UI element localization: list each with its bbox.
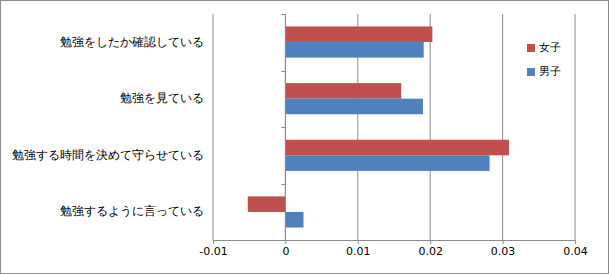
x-tick-label: 0.01 bbox=[346, 245, 371, 258]
category-tick bbox=[281, 71, 285, 72]
category-label: 勉強するように言っている bbox=[60, 204, 204, 218]
grid-line bbox=[213, 14, 214, 240]
x-tick: 0.02 bbox=[418, 240, 443, 258]
category-tick bbox=[281, 184, 285, 185]
category-label: 勉強をしたか確認している bbox=[60, 35, 204, 49]
x-tick: 0 bbox=[282, 240, 289, 258]
grid bbox=[213, 14, 575, 240]
x-tick-mark bbox=[285, 240, 286, 244]
x-tick-mark bbox=[430, 240, 431, 244]
category-label: 勉強する時間を決めて守らせている bbox=[12, 148, 204, 162]
x-tick-label: 0.04 bbox=[563, 245, 588, 258]
bar bbox=[285, 26, 432, 42]
x-tick-mark bbox=[358, 240, 359, 244]
x-tick: -0.01 bbox=[199, 240, 227, 258]
legend-label: 女子 bbox=[539, 41, 561, 54]
bar bbox=[285, 83, 401, 99]
x-tick: 0.01 bbox=[346, 240, 371, 258]
grid-line bbox=[430, 14, 431, 240]
category-tick bbox=[281, 127, 285, 128]
grid-line bbox=[502, 14, 503, 240]
bar bbox=[285, 155, 489, 171]
bar bbox=[248, 196, 286, 212]
chart: 勉強をしたか確認している勉強を見ている勉強する時間を決めて守らせている勉強するよ… bbox=[0, 0, 609, 274]
category-labels: 勉強をしたか確認している勉強を見ている勉強する時間を決めて守らせている勉強するよ… bbox=[12, 35, 204, 219]
bar bbox=[285, 99, 423, 115]
category-tick bbox=[281, 14, 285, 15]
x-tick-mark bbox=[575, 240, 576, 244]
x-tick-label: 0.02 bbox=[418, 245, 443, 258]
legend-label: 男子 bbox=[539, 65, 561, 78]
grid-line bbox=[575, 14, 576, 240]
x-axis: -0.01 0 0.01 0.02 0.03 0.04 bbox=[199, 240, 587, 258]
x-tick-label: -0.01 bbox=[199, 245, 227, 258]
x-tick-label: 0.03 bbox=[491, 245, 515, 258]
bar bbox=[285, 42, 423, 58]
legend: 女子男子 bbox=[527, 41, 561, 78]
x-axis-line bbox=[214, 241, 576, 245]
bar bbox=[285, 212, 303, 228]
x-tick: 0.03 bbox=[491, 240, 515, 258]
bars bbox=[248, 26, 509, 227]
x-tick-mark bbox=[213, 240, 214, 244]
bar bbox=[285, 140, 509, 156]
x-tick: 0.04 bbox=[563, 240, 588, 258]
legend-swatch bbox=[527, 44, 535, 52]
legend-swatch bbox=[527, 68, 535, 76]
x-tick-mark bbox=[503, 240, 504, 244]
category-axis bbox=[281, 14, 285, 241]
x-tick-label: 0 bbox=[282, 245, 289, 258]
chart-frame bbox=[1, 1, 609, 274]
category-label: 勉強を見ている bbox=[120, 91, 204, 105]
